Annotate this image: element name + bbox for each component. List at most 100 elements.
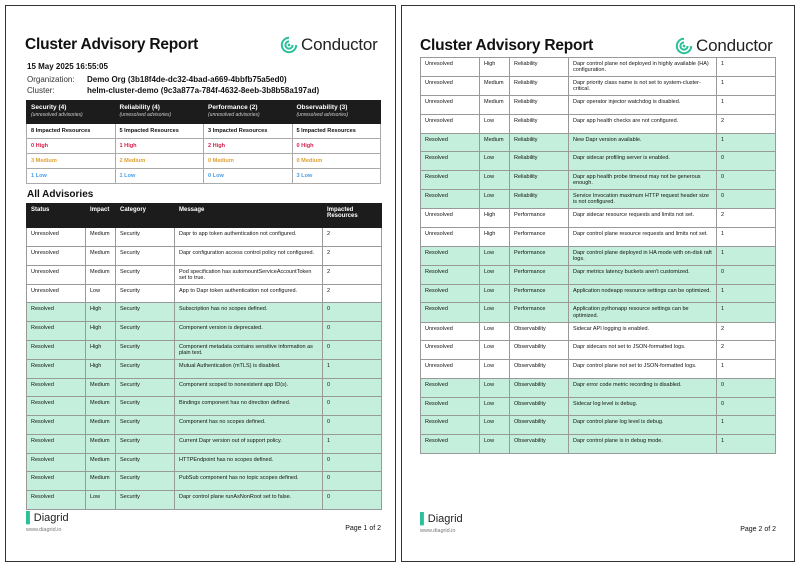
organization-value: Demo Org (3b18f4de-dc32-4bad-a669-4bbfb7… bbox=[87, 75, 287, 84]
table-row: Resolved Medium Security Component has no s… bbox=[26, 415, 382, 435]
cell-status: Resolved bbox=[26, 302, 86, 323]
summary-impacted-resources: 3 Impacted Resources bbox=[203, 123, 293, 139]
table-row: Unresolved Medium Security Pod specificatio… bbox=[26, 264, 382, 285]
cell-message: Dapr app health probe timeout may not be… bbox=[568, 170, 717, 191]
summary-medium-count: 2 Medium bbox=[114, 153, 204, 169]
organization-label: Organization: bbox=[27, 75, 75, 84]
summary-category-title: Performance (2) bbox=[208, 104, 258, 111]
cell-impact: Low bbox=[479, 189, 510, 210]
cell-impacted-resources: 0 bbox=[322, 415, 382, 435]
cell-category: Security bbox=[115, 227, 175, 247]
summary-category-header: Security (4) (unresolved advisories) bbox=[26, 100, 116, 124]
cell-category: Reliability bbox=[509, 189, 569, 210]
table-row: Resolved Low Reliability Service Invocation… bbox=[420, 189, 776, 210]
cell-message: Service Invocation maximum HTTP request … bbox=[568, 189, 717, 210]
table-row: Resolved Medium Security Component scoped t… bbox=[26, 377, 382, 398]
table-row: Unresolved Medium Security Dapr configurati… bbox=[26, 245, 382, 266]
summary-category-subtitle: (unresolved advisories) bbox=[296, 112, 349, 118]
cell-status: Resolved bbox=[420, 151, 480, 172]
cell-message: Component scoped to nonexistent app ID(s… bbox=[174, 377, 323, 398]
table-row: Resolved Low Performance Application python… bbox=[420, 302, 776, 323]
cell-status: Unresolved bbox=[420, 95, 480, 115]
cell-category: Security bbox=[115, 377, 175, 398]
cell-impacted-resources: 2 bbox=[716, 340, 776, 361]
cell-impacted-resources: 0 bbox=[716, 151, 776, 172]
table-row: Unresolved Low Observability Sidecar API lo… bbox=[420, 321, 776, 342]
cell-impact: Medium bbox=[85, 433, 116, 454]
cell-message: Dapr operator injector watchdog is disab… bbox=[568, 95, 717, 115]
cell-status: Resolved bbox=[420, 302, 480, 323]
cell-category: Security bbox=[115, 321, 175, 341]
cell-impact: Medium bbox=[479, 76, 510, 97]
cell-impacted-resources: 0 bbox=[322, 490, 382, 510]
cell-message: Dapr to app token authentication not con… bbox=[174, 227, 323, 247]
cell-status: Resolved bbox=[420, 132, 480, 153]
cell-category: Observability bbox=[509, 321, 569, 342]
table-row: Resolved Low Observability Dapr error code … bbox=[420, 377, 776, 398]
cell-category: Security bbox=[115, 302, 175, 323]
cell-category: Performance bbox=[509, 302, 569, 323]
cell-status: Resolved bbox=[420, 264, 480, 285]
column-header-impact: Impact bbox=[85, 203, 116, 228]
cell-status: Unresolved bbox=[420, 321, 480, 342]
table-row: Resolved Medium Security Current Dapr versi… bbox=[26, 433, 382, 454]
cell-status: Resolved bbox=[420, 396, 480, 417]
cell-impacted-resources: 0 bbox=[322, 396, 382, 417]
cell-category: Reliability bbox=[509, 95, 569, 115]
cell-impacted-resources: 1 bbox=[322, 358, 382, 379]
table-row: Unresolved High Performance Dapr sidecar re… bbox=[420, 208, 776, 229]
cell-impacted-resources: 0 bbox=[716, 170, 776, 191]
cell-message: HTTPEndpoint has no scopes defined. bbox=[174, 452, 323, 473]
cell-impact: Medium bbox=[85, 396, 116, 417]
cell-message: Dapr configuration access control policy… bbox=[174, 245, 323, 266]
cell-message: Dapr app health checks are not configure… bbox=[568, 113, 717, 134]
table-row: Unresolved Low Reliability Dapr app health … bbox=[420, 113, 776, 134]
diagrid-url[interactable]: www.diagrid.io bbox=[26, 527, 62, 533]
table-row: Unresolved Low Observability Dapr control p… bbox=[420, 359, 776, 379]
diagrid-url[interactable]: www.diagrid.io bbox=[420, 528, 456, 534]
cell-message: Application nodeapp resource settings ca… bbox=[568, 283, 717, 304]
cell-status: Unresolved bbox=[26, 227, 86, 247]
cell-category: Performance bbox=[509, 283, 569, 304]
cell-status: Resolved bbox=[26, 490, 86, 510]
table-row: Unresolved High Performance Dapr control pl… bbox=[420, 227, 776, 247]
cell-impacted-resources: 0 bbox=[716, 377, 776, 398]
cell-impacted-resources: 0 bbox=[322, 321, 382, 341]
summary-category-subtitle: (unresolved advisories) bbox=[31, 112, 83, 118]
cluster-label: Cluster: bbox=[27, 86, 55, 95]
summary-high-count: 2 High bbox=[203, 138, 293, 154]
cell-message: Dapr control plane resource requests and… bbox=[568, 227, 717, 247]
cell-message: Dapr control plane not set to JSON-forma… bbox=[568, 359, 717, 379]
cell-category: Reliability bbox=[509, 76, 569, 97]
cell-category: Reliability bbox=[509, 170, 569, 191]
cell-impacted-resources: 1 bbox=[716, 132, 776, 153]
cell-status: Resolved bbox=[26, 452, 86, 473]
cell-impacted-resources: 1 bbox=[322, 433, 382, 454]
summary-category-header: Observability (3) (unresolved advisories) bbox=[291, 100, 381, 124]
cell-status: Unresolved bbox=[420, 359, 480, 379]
table-row: Resolved Low Performance Dapr metrics laten… bbox=[420, 264, 776, 285]
cell-impact: Low bbox=[479, 396, 510, 417]
summary-impacted-resources: 5 Impacted Resources bbox=[291, 123, 381, 139]
cell-impact: Low bbox=[479, 302, 510, 323]
cell-category: Performance bbox=[509, 208, 569, 229]
cell-impacted-resources: 2 bbox=[716, 208, 776, 229]
cell-impact: Medium bbox=[85, 227, 116, 247]
cell-impact: High bbox=[85, 339, 116, 360]
table-row: Resolved High Security Subscription has no … bbox=[26, 302, 382, 323]
conductor-logo-text: Conductor bbox=[301, 35, 378, 54]
cell-impacted-resources: 2 bbox=[322, 227, 382, 247]
cell-impacted-resources: 0 bbox=[322, 339, 382, 360]
summary-category-title: Observability (3) bbox=[296, 104, 348, 111]
cell-status: Resolved bbox=[26, 471, 86, 492]
cell-impacted-resources: 1 bbox=[716, 359, 776, 379]
cell-message: Dapr error code metric recording is disa… bbox=[568, 377, 717, 398]
cell-impact: Low bbox=[479, 151, 510, 172]
cell-status: Resolved bbox=[420, 415, 480, 436]
cell-category: Security bbox=[115, 339, 175, 360]
table-row: Unresolved Low Security App to Dapr token a… bbox=[26, 283, 382, 304]
summary-high-count: 0 High bbox=[26, 138, 116, 154]
cell-impact: Low bbox=[479, 340, 510, 361]
summary-impacted-resources: 5 Impacted Resources bbox=[114, 123, 204, 139]
cell-message: Sidecar log level is debug. bbox=[568, 396, 717, 417]
